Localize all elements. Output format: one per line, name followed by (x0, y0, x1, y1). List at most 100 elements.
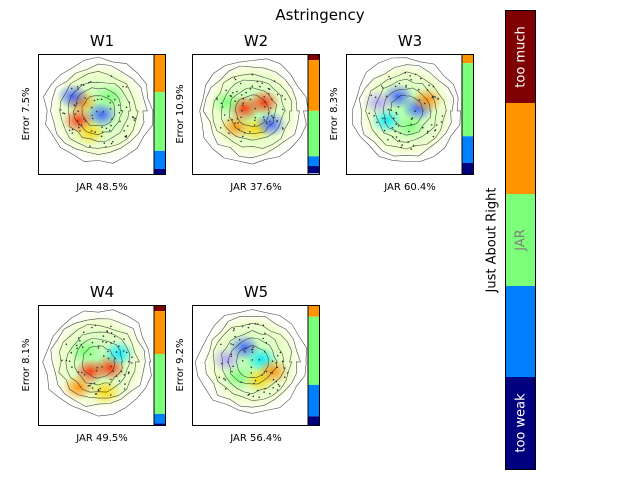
consumer-point (93, 382, 96, 384)
consumer-point (263, 119, 265, 121)
consumer-point (272, 378, 275, 381)
consumer-point (253, 382, 255, 385)
consumer-point (394, 130, 396, 133)
consumer-point (115, 351, 118, 353)
jar-label: JAR 60.4% (384, 182, 436, 193)
density-blob (210, 89, 243, 116)
jar-bar-segment (308, 110, 320, 157)
consumer-point (261, 374, 263, 376)
consumer-point (284, 98, 286, 101)
chart-title: Astringency (275, 6, 365, 24)
consumer-point (233, 77, 236, 79)
colorbar-segment (506, 285, 535, 378)
consumer-point (240, 116, 242, 118)
consumer-point (240, 94, 243, 96)
consumer-point (389, 77, 392, 80)
consumer-point (414, 73, 417, 76)
consumer-point (269, 120, 271, 123)
consumer-point (427, 130, 429, 133)
consumer-point (286, 372, 289, 374)
consumer-point (258, 396, 260, 398)
panel-w1: W1 Error 7.5% JAR 48.5% (21, 32, 166, 193)
consumer-point (110, 342, 113, 344)
consumer-point (251, 73, 254, 76)
contour-line (42, 309, 152, 417)
plot-area (38, 305, 166, 426)
consumer-point (115, 375, 118, 377)
consumer-point (249, 130, 251, 133)
consumer-point (59, 109, 62, 111)
consumer-point (110, 365, 112, 368)
consumer-point (395, 136, 398, 138)
consumer-point (276, 120, 278, 122)
consumer-point (232, 329, 235, 332)
consumer-point (108, 383, 111, 386)
jar-label: JAR 56.4% (230, 433, 282, 444)
colorbar-label: JAR (513, 229, 528, 251)
consumer-point (123, 350, 125, 352)
consumer-point (395, 111, 397, 114)
contour-line (212, 322, 293, 401)
consumer-point (434, 129, 437, 131)
consumer-point (405, 86, 407, 88)
contour-line (43, 56, 154, 164)
consumer-point (264, 387, 266, 390)
consumer-point (118, 104, 120, 106)
consumer-point (241, 109, 243, 112)
contour-line (68, 81, 131, 143)
consumer-point (101, 126, 103, 128)
consumer-point (93, 99, 96, 102)
jar-bar-segment (154, 305, 166, 312)
consumer-point (380, 85, 383, 87)
consumer-point (78, 124, 80, 126)
consumer-point (228, 132, 230, 134)
consumer-point (77, 371, 80, 373)
consumer-point (250, 349, 253, 351)
consumer-point (417, 88, 420, 91)
jar-label: JAR 49.5% (76, 433, 128, 444)
consumer-point (103, 355, 105, 357)
consumer-point (387, 138, 389, 141)
consumer-point (277, 354, 279, 357)
contour-line (82, 345, 116, 379)
consumer-point (118, 380, 121, 382)
jar-bar-segment (462, 162, 474, 175)
consumer-point (254, 379, 257, 382)
consumer-point (242, 135, 244, 138)
consumer-point (410, 148, 412, 150)
consumer-point (422, 126, 424, 129)
consumer-point (98, 345, 100, 347)
consumer-point (123, 388, 126, 390)
jar-bar-segment (154, 354, 166, 414)
consumer-point (394, 85, 397, 88)
density-blob (257, 358, 290, 385)
contour-line (59, 70, 139, 149)
consumer-point (259, 85, 261, 88)
density-blob (103, 340, 136, 367)
consumer-point (73, 104, 75, 106)
consumer-point (410, 123, 412, 126)
consumer-point (68, 360, 71, 362)
consumer-point (262, 324, 265, 326)
consumer-point (374, 96, 377, 99)
consumer-point (62, 112, 64, 114)
consumer-point (110, 142, 113, 145)
consumer-point (83, 373, 86, 376)
panel-title: W2 (243, 32, 269, 50)
consumer-point (96, 366, 98, 369)
consumer-point (253, 124, 256, 126)
consumer-point (411, 117, 414, 119)
consumer-point (112, 370, 114, 373)
consumer-point (134, 117, 137, 120)
consumer-point (223, 114, 226, 116)
density-blob (93, 83, 126, 110)
consumer-point (251, 351, 254, 353)
consumer-point (80, 344, 82, 346)
consumer-point (244, 351, 246, 353)
consumer-point (262, 337, 264, 340)
consumer-point (264, 332, 266, 335)
consumer-point (245, 347, 247, 350)
consumer-point (99, 387, 101, 390)
panel-w4: W4 Error 8.1% JAR 49.5% (21, 283, 166, 444)
colorbar: too much JAR too weak (505, 10, 536, 470)
